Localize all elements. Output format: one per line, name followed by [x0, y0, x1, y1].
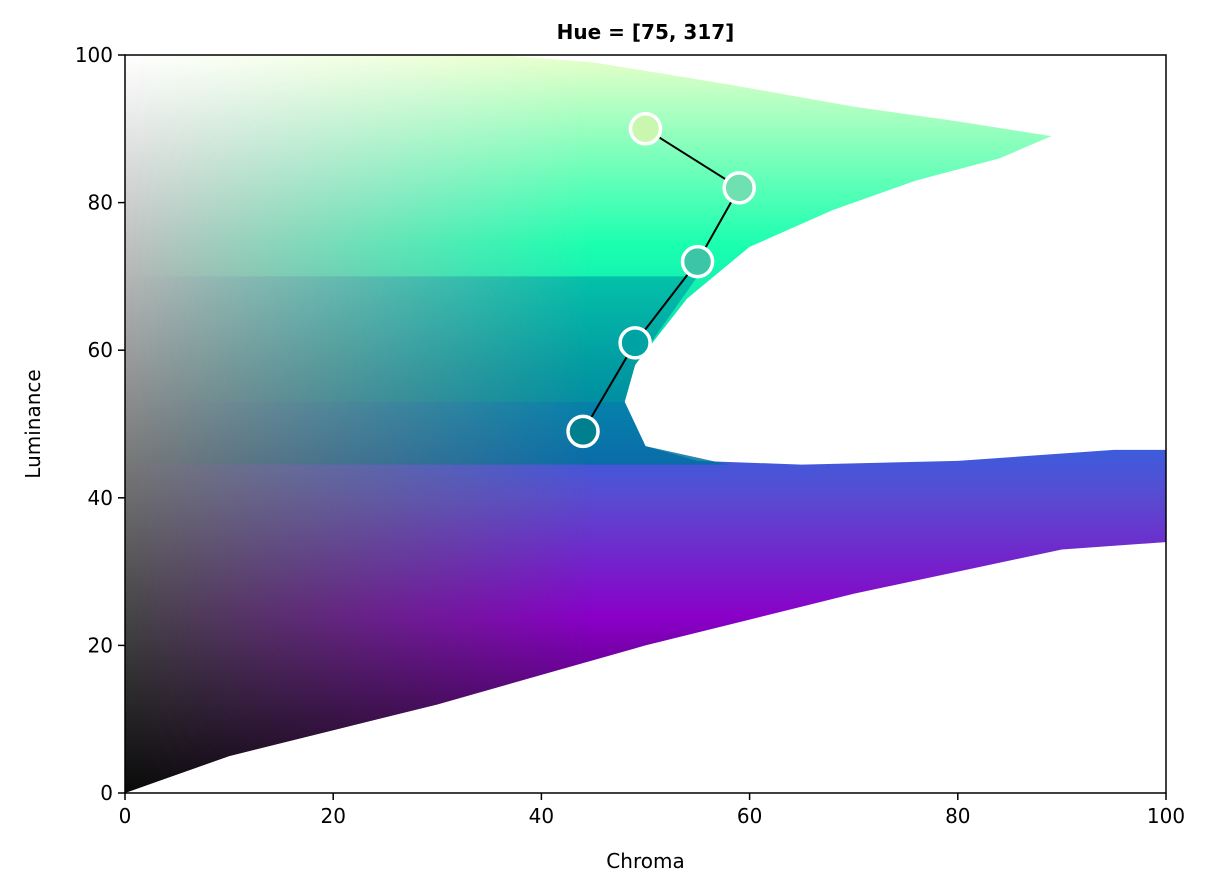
y-tick-label: 0: [100, 781, 113, 805]
y-tick-label: 100: [75, 43, 113, 67]
y-axis: 0 20 40 60 80 100: [75, 43, 125, 805]
chart-title: Hue = [75, 317]: [557, 20, 735, 44]
x-axis: 0 20 40 60 80 100: [119, 793, 1185, 828]
x-tick-label: 100: [1147, 804, 1185, 828]
y-tick-label: 60: [88, 338, 113, 362]
y-tick-label: 20: [88, 633, 113, 657]
data-point: [680, 244, 715, 279]
gamut-gray-axis: [125, 55, 594, 793]
y-tick-label: 80: [88, 191, 113, 215]
x-axis-label: Chroma: [606, 849, 684, 873]
x-tick-label: 20: [320, 804, 345, 828]
series-points: [566, 112, 756, 449]
x-tick-label: 80: [945, 804, 970, 828]
data-point: [722, 171, 756, 205]
plot-frame: [124, 54, 1167, 794]
y-tick-label: 40: [88, 486, 113, 510]
y-axis-label: Luminance: [21, 369, 45, 478]
data-point: [628, 112, 663, 146]
gamut-background: [125, 55, 1166, 793]
x-tick-label: 0: [119, 804, 132, 828]
x-tick-label: 60: [737, 804, 762, 828]
data-point: [618, 326, 652, 360]
x-tick-label: 40: [529, 804, 554, 828]
data-point: [566, 414, 600, 449]
